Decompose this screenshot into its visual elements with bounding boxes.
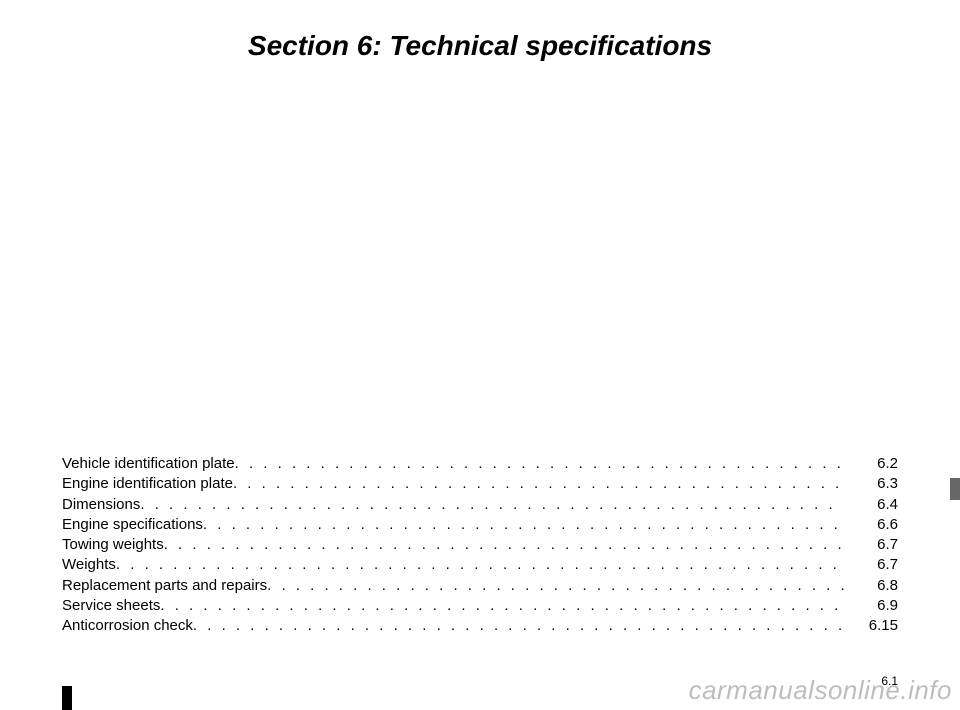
toc-label: Vehicle identification plate xyxy=(62,454,235,474)
toc-page-number: 6.9 xyxy=(844,596,898,616)
toc-label: Engine identification plate xyxy=(62,474,233,494)
toc-page-number: 6.8 xyxy=(844,576,898,596)
section-edge-tab xyxy=(950,478,960,500)
toc-label: Dimensions xyxy=(62,495,140,515)
dot-leader: . . . . . . . . . . . . . . . . . . . . … xyxy=(193,616,844,636)
dot-leader: . . . . . . . . . . . . . . . . . . . . … xyxy=(140,495,844,515)
toc-page-number: 6.2 xyxy=(844,454,898,474)
dot-leader: . . . . . . . . . . . . . . . . . . . . … xyxy=(160,596,844,616)
toc-row: Weights . . . . . . . . . . . . . . . . … xyxy=(62,555,898,575)
dot-leader: . . . . . . . . . . . . . . . . . . . . … xyxy=(235,454,844,474)
toc-page-number: 6.15 xyxy=(844,616,898,636)
toc-row: Dimensions . . . . . . . . . . . . . . .… xyxy=(62,495,898,515)
toc-label: Replacement parts and repairs xyxy=(62,576,267,596)
print-registration-mark xyxy=(62,686,72,710)
dot-leader: . . . . . . . . . . . . . . . . . . . . … xyxy=(116,555,844,575)
toc-row: Anticorrosion check . . . . . . . . . . … xyxy=(62,616,898,636)
section-title: Section 6: Technical specifications xyxy=(62,30,898,62)
toc-label: Engine specifications xyxy=(62,515,203,535)
toc-label: Towing weights xyxy=(62,535,164,555)
toc-label: Weights xyxy=(62,555,116,575)
toc-row: Vehicle identification plate . . . . . .… xyxy=(62,454,898,474)
page-container: Section 6: Technical specifications Vehi… xyxy=(0,0,960,710)
dot-leader: . . . . . . . . . . . . . . . . . . . . … xyxy=(267,576,844,596)
toc-page-number: 6.7 xyxy=(844,555,898,575)
toc-row: Replacement parts and repairs . . . . . … xyxy=(62,576,898,596)
toc-label: Service sheets xyxy=(62,596,160,616)
dot-leader: . . . . . . . . . . . . . . . . . . . . … xyxy=(164,535,844,555)
page-number: 6.1 xyxy=(881,674,898,688)
toc-label: Anticorrosion check xyxy=(62,616,193,636)
toc-page-number: 6.4 xyxy=(844,495,898,515)
toc-page-number: 6.7 xyxy=(844,535,898,555)
toc-row: Service sheets . . . . . . . . . . . . .… xyxy=(62,596,898,616)
toc-row: Engine identification plate . . . . . . … xyxy=(62,474,898,494)
dot-leader: . . . . . . . . . . . . . . . . . . . . … xyxy=(203,515,844,535)
watermark-text: carmanualsonline.info xyxy=(689,675,952,706)
table-of-contents: Vehicle identification plate . . . . . .… xyxy=(62,454,898,636)
toc-page-number: 6.3 xyxy=(844,474,898,494)
toc-row: Engine specifications . . . . . . . . . … xyxy=(62,515,898,535)
dot-leader: . . . . . . . . . . . . . . . . . . . . … xyxy=(233,474,844,494)
toc-page-number: 6.6 xyxy=(844,515,898,535)
toc-row: Towing weights . . . . . . . . . . . . .… xyxy=(62,535,898,555)
